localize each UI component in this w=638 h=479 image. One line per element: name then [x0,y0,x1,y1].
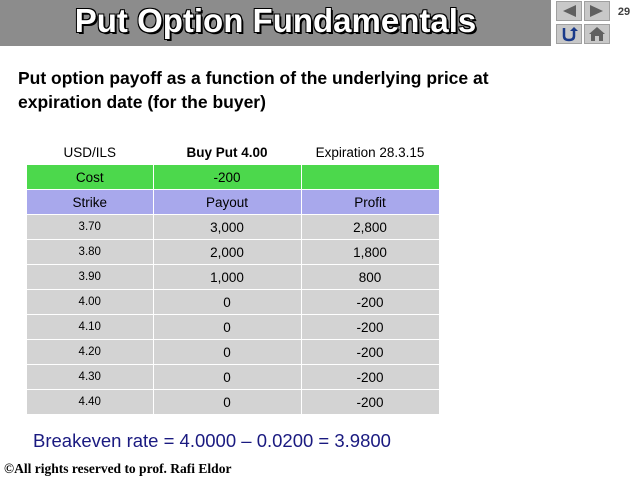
cost-value: -200 [153,164,302,190]
home-icon[interactable] [584,24,610,44]
table-row: 4.10 0 -200 [27,314,440,340]
table-row: 4.20 0 -200 [27,339,440,365]
profit-cell: 1,800 [301,239,440,265]
profit-cell: 800 [301,264,440,290]
table-row: 4.00 0 -200 [27,289,440,315]
payout-cell: 0 [153,339,302,365]
profit-cell: -200 [301,314,440,340]
table-header-row: USD/ILS Buy Put 4.00 Expiration 28.3.15 [27,140,440,165]
profit-cell: -200 [301,389,440,415]
return-arrow-icon[interactable] [556,24,582,44]
payout-cell: 0 [153,289,302,315]
copyright-notice: ©All rights reserved to prof. Rafi Eldor [4,461,232,476]
profit-cell: 2,800 [301,214,440,240]
strike-cell: 4.10 [27,314,154,340]
payout-cell: 3,000 [153,214,302,240]
payout-cell: 2,000 [153,239,302,265]
table-row: 3.80 2,000 1,800 [27,239,440,265]
payout-column-header: Payout [153,189,302,215]
payout-cell: 0 [153,314,302,340]
strike-cell: 3.70 [27,214,154,240]
navigation-controls [555,0,611,46]
cost-label: Cost [27,164,154,190]
strike-column-header: Strike [27,189,154,215]
subtitle-line-1: Put option payoff as a function of the u… [18,68,489,88]
strike-cell: 4.00 [27,289,154,315]
title-bar [0,0,551,46]
subtitle-line-2: expiration date (for the buyer) [18,92,266,112]
strike-cell: 4.20 [27,339,154,365]
cost-extra [301,164,440,190]
payout-cell: 1,000 [153,264,302,290]
profit-column-header: Profit [301,189,440,215]
triangle-left-icon[interactable] [556,1,582,21]
column-header-row: Strike Payout Profit [27,189,440,215]
strike-cell: 4.40 [27,389,154,415]
strike-cell: 3.90 [27,264,154,290]
slide-number: 29 [617,6,631,18]
payout-cell: 0 [153,364,302,390]
profit-cell: -200 [301,364,440,390]
cost-row: Cost -200 [27,164,440,190]
breakeven-text: Breakeven rate = 4.0000 – 0.0200 = 3.980… [33,430,391,451]
position-cell: Buy Put 4.00 [153,140,302,165]
table-row: 3.90 1,000 800 [27,264,440,290]
strike-cell: 3.80 [27,239,154,265]
profit-cell: -200 [301,339,440,365]
payout-cell: 0 [153,389,302,415]
table-row: 4.40 0 -200 [27,389,440,415]
payoff-table: USD/ILS Buy Put 4.00 Expiration 28.3.15 … [27,140,440,415]
slide-title: Put Option Fundamentals [74,2,477,39]
triangle-right-icon[interactable] [584,1,610,21]
table-row: 3.70 3,000 2,800 [27,214,440,240]
table-row: 4.30 0 -200 [27,364,440,390]
strike-cell: 4.30 [27,364,154,390]
expiration-cell: Expiration 28.3.15 [301,140,440,165]
currency-pair-cell: USD/ILS [27,140,154,165]
slide-subtitle: Put option payoff as a function of the u… [18,66,618,114]
profit-cell: -200 [301,289,440,315]
